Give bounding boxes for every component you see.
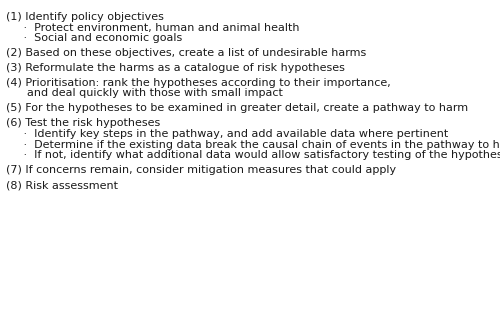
Text: (4) Prioritisation: rank the hypotheses according to their importance,: (4) Prioritisation: rank the hypotheses … <box>6 78 391 88</box>
Text: ·  If not, identify what additional data would allow satisfactory testing of the: · If not, identify what additional data … <box>6 150 500 160</box>
Text: ·  Identify key steps in the pathway, and add available data where pertinent: · Identify key steps in the pathway, and… <box>6 129 448 139</box>
Text: (8) Risk assessment: (8) Risk assessment <box>6 180 118 190</box>
Text: (6) Test the risk hypotheses: (6) Test the risk hypotheses <box>6 118 160 128</box>
Text: (7) If concerns remain, consider mitigation measures that could apply: (7) If concerns remain, consider mitigat… <box>6 165 396 175</box>
Text: ·  Protect environment, human and animal health: · Protect environment, human and animal … <box>6 23 300 33</box>
Text: ·  Determine if the existing data break the causal chain of events in the pathwa: · Determine if the existing data break t… <box>6 140 500 149</box>
Text: (3) Reformulate the harms as a catalogue of risk hypotheses: (3) Reformulate the harms as a catalogue… <box>6 63 345 73</box>
Text: and deal quickly with those with small impact: and deal quickly with those with small i… <box>6 88 283 98</box>
Text: ·  Social and economic goals: · Social and economic goals <box>6 33 182 43</box>
Text: (2) Based on these objectives, create a list of undesirable harms: (2) Based on these objectives, create a … <box>6 48 366 58</box>
Text: (1) Identify policy objectives: (1) Identify policy objectives <box>6 12 164 22</box>
Text: (5) For the hypotheses to be examined in greater detail, create a pathway to har: (5) For the hypotheses to be examined in… <box>6 103 468 113</box>
